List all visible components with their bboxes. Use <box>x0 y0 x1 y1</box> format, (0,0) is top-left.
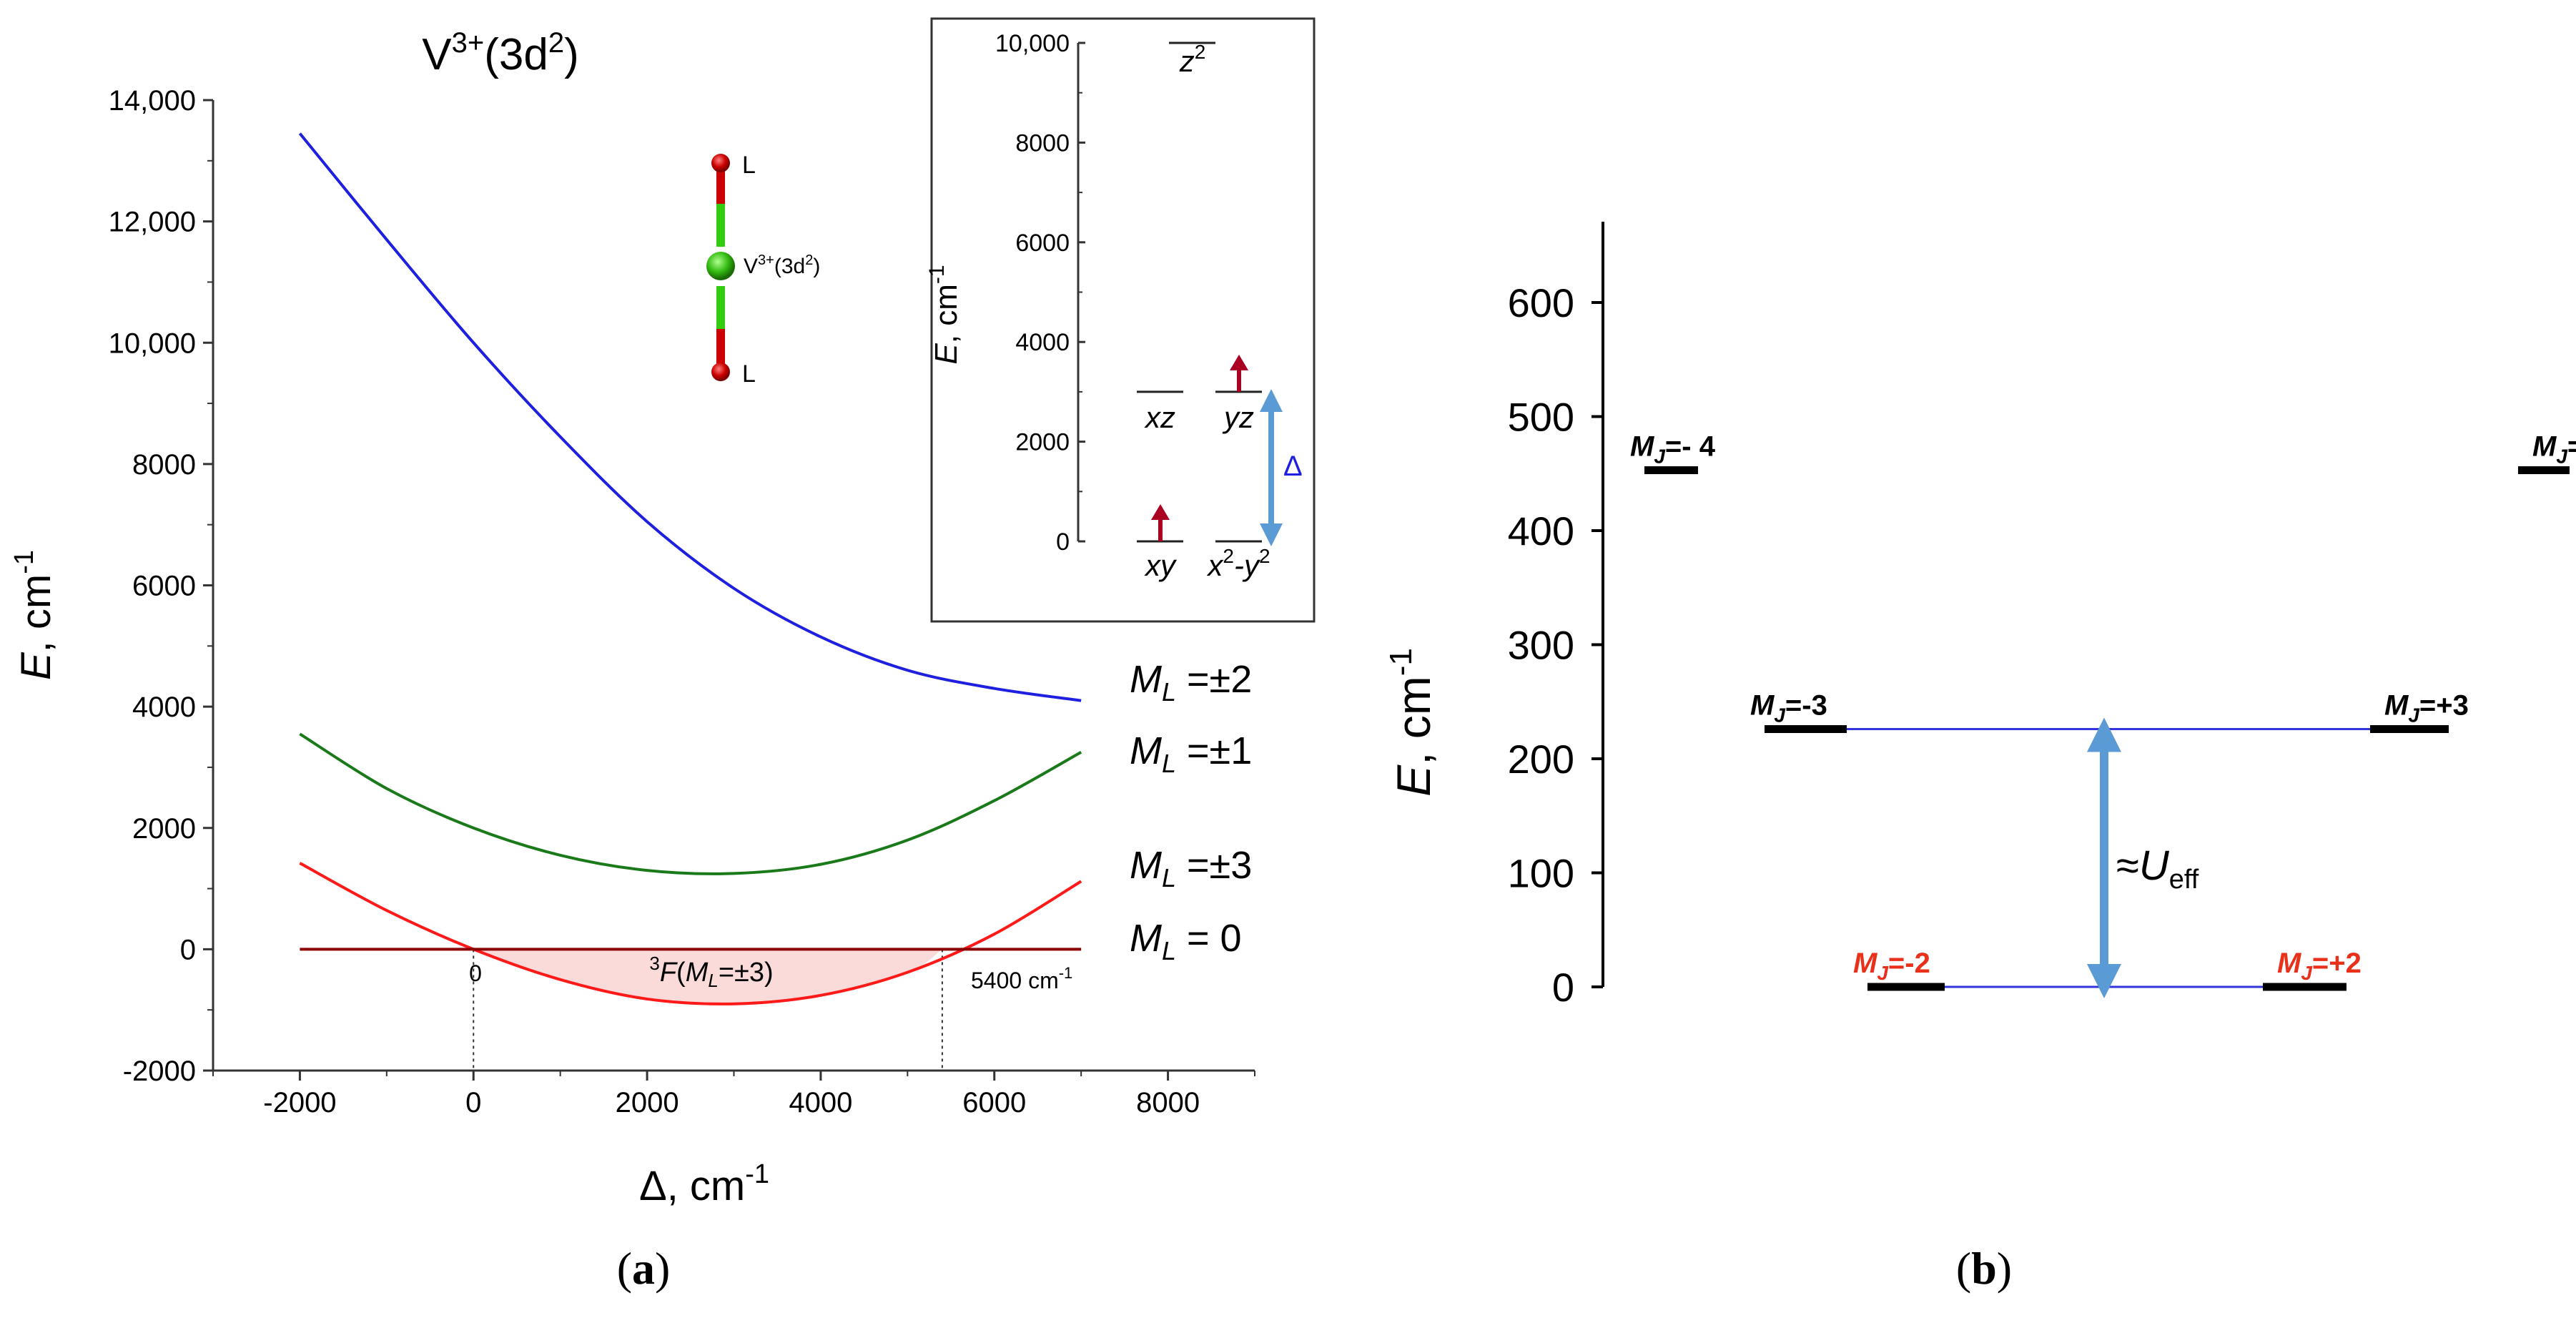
ligand-label-top: L <box>742 152 756 179</box>
inset-y-tick-label: 2000 <box>1015 429 1070 456</box>
inset-orbital-diagram: 0 2000 4000 6000 8000 10,000 xy x2-y2 xz yz z2 E,… <box>925 17 1316 623</box>
shaded-region-3f <box>473 949 943 1071</box>
orbital-label-yz: yz <box>1222 400 1254 434</box>
y-tick-label-b: 300 <box>1508 623 1574 668</box>
level-label-MJ=-4: MJ=- 4 <box>1630 431 1716 467</box>
series-label-1: ML =±2 <box>1130 658 1252 707</box>
inset-y-axis-label: E, cm-1 <box>925 265 964 364</box>
cross-marker-label: 5400 cm-1 <box>971 964 1072 993</box>
electron-arrowhead <box>1151 504 1170 520</box>
y-tick-label-a: 6000 <box>132 571 196 602</box>
orbital-label-z2: z2 <box>1179 41 1206 78</box>
chart-title-a: V3+(3d2) <box>422 27 578 79</box>
x-tick-label-a: 0 <box>465 1087 481 1118</box>
level-label-MJ=+2: MJ=+2 <box>2277 948 2362 984</box>
inset-y-tick-label: 8000 <box>1015 129 1070 157</box>
x-tick-label-a: 4000 <box>789 1087 852 1118</box>
series-line-1 <box>298 132 1082 702</box>
ligand-atom-bottom <box>711 363 730 381</box>
y-tick-label-a: 4000 <box>132 692 196 723</box>
ligand-label-bottom: L <box>742 360 756 388</box>
delta-label: Δ <box>1283 451 1303 482</box>
y-tick-label-a: -2000 <box>123 1056 196 1087</box>
inset-y-tick-label: 0 <box>1056 528 1070 556</box>
y-tick-label-a: 0 <box>180 934 196 965</box>
level-label-MJ=-2: MJ=-2 <box>1853 948 1930 984</box>
orbital-label-x2-y2: x2-y2 <box>1206 545 1270 582</box>
x-tick-label-a: 6000 <box>962 1087 1026 1118</box>
shaded-region <box>473 949 942 1004</box>
level-label-MJ=+4: MJ=+4 <box>2532 431 2576 467</box>
y-tick-label-b: 100 <box>1508 851 1574 896</box>
y-tick-label-a: 8000 <box>132 449 196 481</box>
metal-label: V3+(3d2) <box>744 252 820 278</box>
vanadium-atom <box>706 252 735 280</box>
inset-y-tick-label: 10,000 <box>995 30 1070 57</box>
inset-frame <box>930 17 1316 623</box>
panel-a: -2000 0 2000 4000 6000 8000 10,000 12,000 14,000… <box>9 17 1316 1294</box>
inset-levels: xy x2-y2 xz yz z2 <box>1137 41 1270 582</box>
y-tick-label-a: 10,000 <box>109 328 196 359</box>
series-line-3 <box>299 862 1082 1005</box>
ligand-atom-top <box>711 154 730 172</box>
y-axis-label-a: E, cm-1 <box>9 550 59 680</box>
electron-arrowhead <box>1230 354 1248 370</box>
level-label-MJ=-3: MJ=-3 <box>1750 690 1827 727</box>
x-axis-label-a: Δ, cm-1 <box>639 1159 769 1209</box>
panel-label-b: (b) <box>1956 1243 2012 1294</box>
molecule-diagram: L L V3+(3d2) <box>706 152 820 388</box>
series-label-2: ML =±1 <box>1130 729 1252 778</box>
axes-a: -2000 0 2000 4000 6000 8000 10,000 12,000 14,000… <box>109 85 1255 1118</box>
x-tick-label-a: -2000 <box>263 1087 336 1118</box>
axes-b: 0 100 200 300 400 500 600 <box>1508 222 1604 1010</box>
y-tick-label-a: 12,000 <box>109 207 196 238</box>
fill-region-label: 3F(ML=±3) <box>649 953 773 991</box>
zero-marker-label: 0 <box>469 960 482 986</box>
barrier-label: ≈Ueff <box>2116 842 2199 895</box>
y-tick-label-a: 2000 <box>132 813 196 845</box>
series-label-3: ML =±3 <box>1130 844 1252 892</box>
y-tick-label-b: 200 <box>1508 737 1574 782</box>
series-line-2 <box>299 732 1082 875</box>
series-labels: ML =±2 ML =±1 ML =±3 ML = 0 <box>1130 658 1252 965</box>
inset-y-tick-label: 6000 <box>1015 230 1070 257</box>
y-tick-label-b: 400 <box>1508 508 1574 554</box>
series-label-4: ML = 0 <box>1130 917 1242 965</box>
level-label-MJ=+3: MJ=+3 <box>2384 690 2469 727</box>
x-tick-label-a: 2000 <box>616 1087 679 1118</box>
inset-y-tick-label: 4000 <box>1015 329 1070 356</box>
y-tick-label-b: 500 <box>1508 395 1574 440</box>
orbital-label-xy: xy <box>1144 549 1178 582</box>
x-tick-label-a: 8000 <box>1136 1087 1200 1118</box>
panel-label-a: (a) <box>617 1243 671 1294</box>
levels-b: MJ=- 4 MJ=+4 MJ=-3 MJ=+3 MJ=-2 MJ=+2 <box>1630 431 2576 991</box>
y-axis-label-b: E, cm-1 <box>1383 648 1440 797</box>
panel-b: 0 100 200 300 400 500 600 MJ=- 4 MJ=+4 MJ=-3 MJ=+… <box>1383 222 2576 1294</box>
orbital-label-xz: xz <box>1144 400 1175 434</box>
y-tick-label-a: 14,000 <box>109 85 196 117</box>
y-tick-label-b: 0 <box>1552 965 1574 1010</box>
inset-axis: 0 2000 4000 6000 8000 10,000 <box>995 30 1085 556</box>
y-tick-label-b: 600 <box>1508 280 1574 325</box>
series-group <box>298 132 1082 1005</box>
